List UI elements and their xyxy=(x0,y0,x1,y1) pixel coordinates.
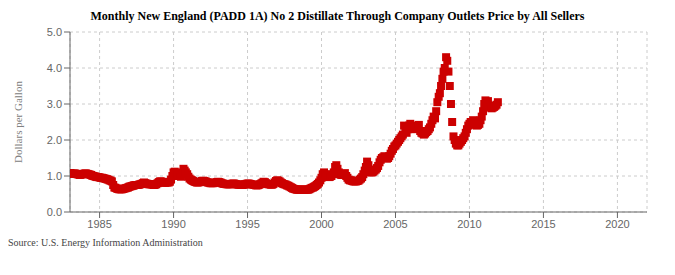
html-text:Source: U.S. Energy Informatio: Source: U.S. Energy Information Administ… xyxy=(8,237,203,248)
svg-text:3.0: 3.0 xyxy=(47,98,62,110)
svg-text:1995: 1995 xyxy=(235,218,259,230)
svg-text:5.0: 5.0 xyxy=(47,26,62,38)
svg-text:2020: 2020 xyxy=(605,218,629,230)
svg-text:4.0: 4.0 xyxy=(47,62,62,74)
svg-text:2000: 2000 xyxy=(309,218,333,230)
html-text:Monthly New England (PADD 1A): Monthly New England (PADD 1A) No 2 Disti… xyxy=(90,9,585,23)
svg-text:0.0: 0.0 xyxy=(47,206,62,218)
svg-text:1990: 1990 xyxy=(161,218,185,230)
svg-text:2015: 2015 xyxy=(531,218,555,230)
svg-text:1985: 1985 xyxy=(87,218,111,230)
svg-text:2010: 2010 xyxy=(457,218,481,230)
svg-text:2.0: 2.0 xyxy=(47,134,62,146)
svg-text:2005: 2005 xyxy=(383,218,407,230)
svg-text:1.0: 1.0 xyxy=(47,170,62,182)
svg-text:Dollars per Gallon: Dollars per Gallon xyxy=(12,81,24,163)
